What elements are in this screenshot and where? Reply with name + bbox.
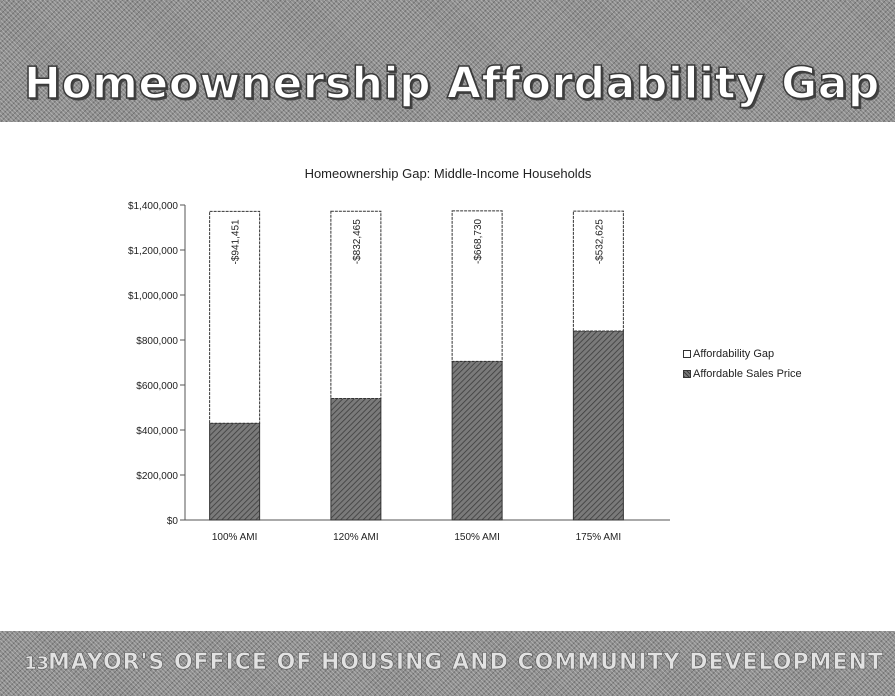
y-tick-label: $400,000 <box>136 426 178 437</box>
bar-affordable-sales-price <box>572 330 624 521</box>
bar-affordable-sales-price <box>209 422 261 521</box>
footer-band <box>0 631 895 696</box>
chart-legend: Affordability Gap Affordable Sales Price <box>683 344 802 384</box>
legend-label-price: Affordable Sales Price <box>693 368 802 380</box>
legend-swatch-price <box>683 370 691 378</box>
bar-affordable-sales-price <box>451 360 503 521</box>
x-tick-label: 175% AMI <box>576 532 622 543</box>
x-tick-label: 100% AMI <box>212 532 258 543</box>
y-tick-label: $600,000 <box>136 381 178 392</box>
y-tick-label: $0 <box>167 516 179 527</box>
legend-swatch-gap <box>683 350 691 358</box>
x-tick-label: 150% AMI <box>454 532 500 543</box>
bar-affordability-gap <box>209 210 261 424</box>
bar-affordability-gap <box>572 210 624 332</box>
legend-item-affordability-gap: Affordability Gap <box>683 344 802 364</box>
y-tick-label: $200,000 <box>136 471 178 482</box>
y-tick-label: $1,000,000 <box>128 291 178 302</box>
legend-label-gap: Affordability Gap <box>693 348 775 360</box>
bar-affordability-gap <box>451 210 503 362</box>
stacked-bar-chart: Homeownership Gap: Middle-Income Househo… <box>128 166 670 543</box>
y-tick-label: $800,000 <box>136 336 178 347</box>
slide-number: 13 <box>24 653 50 675</box>
footer-text: MAYOR'S OFFICE OF HOUSING AND COMMUNITY … <box>48 650 884 675</box>
header-band <box>0 0 895 122</box>
x-tick-label: 120% AMI <box>333 532 379 543</box>
chart-title: Homeownership Gap: Middle-Income Househo… <box>305 166 592 181</box>
bar-affordability-gap <box>330 210 382 399</box>
gap-data-label: -$532,625 <box>594 219 605 264</box>
gap-data-label: -$832,465 <box>352 219 363 264</box>
legend-item-affordable-sales-price: Affordable Sales Price <box>683 364 802 384</box>
bar-affordable-sales-price <box>330 398 382 521</box>
slide-title: Homeownership Affordability Gap <box>23 57 880 110</box>
gap-data-label: -$941,451 <box>231 219 242 264</box>
gap-data-label: -$668,730 <box>473 218 484 263</box>
y-tick-label: $1,400,000 <box>128 201 178 212</box>
y-tick-label: $1,200,000 <box>128 246 178 257</box>
